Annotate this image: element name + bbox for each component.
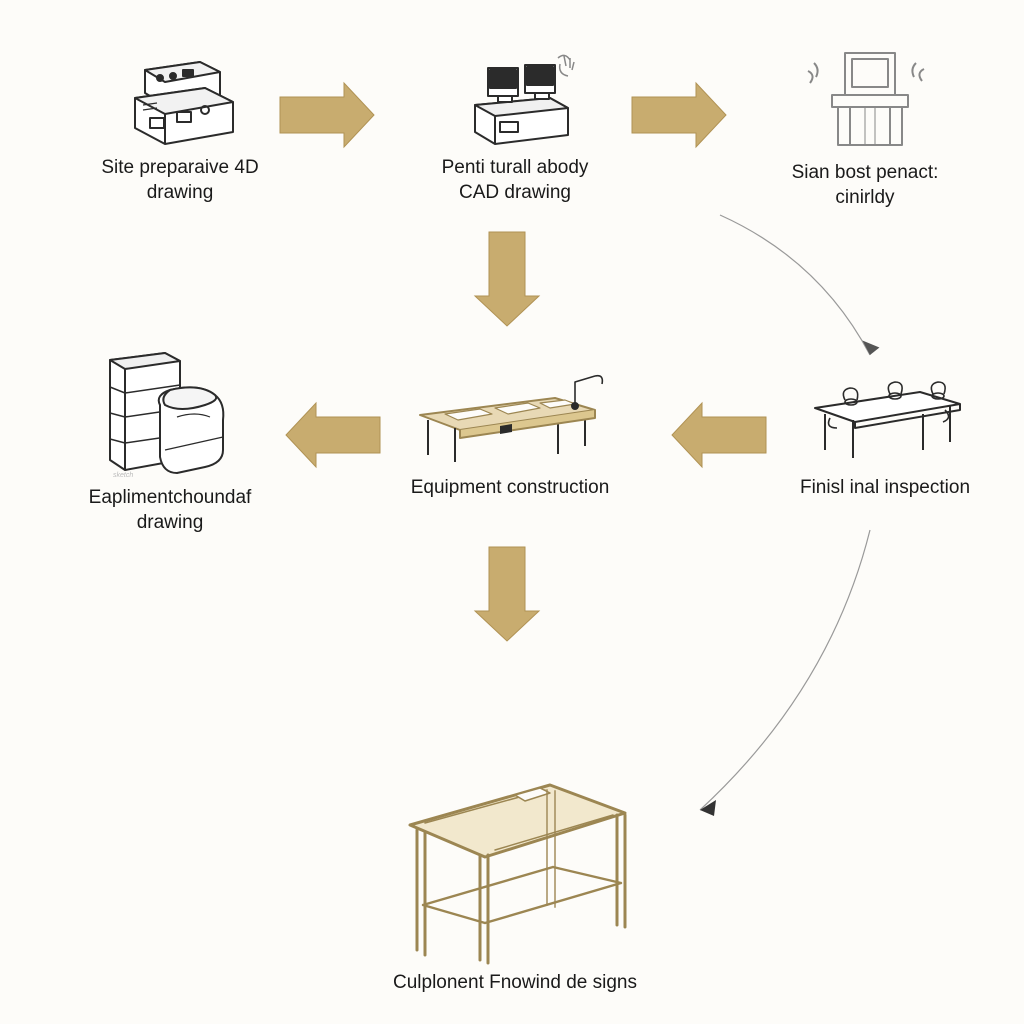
arrow-right-1 <box>278 80 378 150</box>
arrow-down-2 <box>472 545 542 645</box>
sian-bost-label: Sian bost penact: cinirldy <box>792 161 939 210</box>
node-final-insp: Finisl inal inspection <box>785 370 985 501</box>
node-eapliment: sketch Eaplimentchoundaf drawing <box>60 345 280 535</box>
site-prep-icon <box>105 50 255 150</box>
culplonent-icon <box>375 755 655 965</box>
final-insp-icon <box>795 370 975 470</box>
arrow-down-1 <box>472 230 542 330</box>
equipment-icon <box>400 370 620 470</box>
cad-drawing-label: Penti turall abody CAD drawing <box>442 156 589 205</box>
arrow-left-2 <box>282 400 382 470</box>
equipment-label: Equipment construction <box>411 476 610 501</box>
arrow-right-2 <box>630 80 730 150</box>
sian-bost-icon <box>790 45 940 155</box>
node-equipment: Equipment construction <box>395 370 625 501</box>
svg-text:sketch: sketch <box>113 472 133 479</box>
eapliment-label: Eaplimentchoundaf drawing <box>60 486 280 535</box>
cad-drawing-icon <box>440 50 590 150</box>
node-site-prep: Site preparaive 4D drawing <box>80 50 280 205</box>
arrow-left-1 <box>668 400 768 470</box>
culplonent-label: Culplonent Fnowind de signs <box>393 971 637 996</box>
node-cad-drawing: Penti turall abody CAD drawing <box>430 50 600 205</box>
site-prep-label: Site preparaive 4D drawing <box>80 156 280 205</box>
final-insp-label: Finisl inal inspection <box>800 476 970 501</box>
node-culplonent: Culplonent Fnowind de signs <box>370 755 660 996</box>
eapliment-icon: sketch <box>85 345 255 480</box>
node-sian-bost: Sian bost penact: cinirldy <box>770 45 960 210</box>
